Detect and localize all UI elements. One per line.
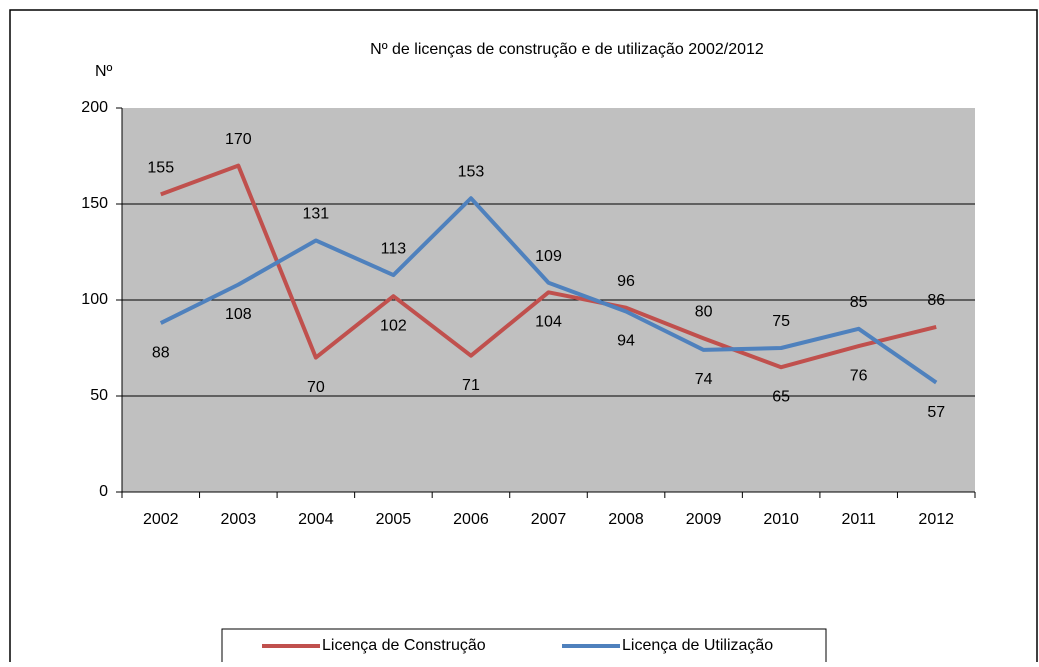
data-label: 104	[535, 314, 562, 331]
data-label: 85	[850, 294, 868, 311]
data-label: 74	[695, 371, 713, 388]
data-label: 109	[535, 248, 562, 265]
chart-title: Nº de licenças de construção e de utiliz…	[370, 41, 764, 58]
y-tick-label: 100	[81, 291, 108, 308]
data-label: 155	[147, 160, 174, 177]
y-tick-label: 0	[99, 483, 108, 500]
x-tick-label: 2011	[841, 511, 876, 528]
x-tick-label: 2004	[298, 511, 334, 528]
data-label: 96	[617, 273, 635, 290]
data-label: 153	[458, 163, 485, 180]
data-label: 113	[381, 240, 407, 257]
x-tick-label: 2010	[763, 511, 799, 528]
legend-label: Licença de Utilização	[622, 637, 773, 654]
data-label: 75	[772, 313, 790, 330]
data-label: 65	[772, 388, 790, 405]
data-label: 76	[850, 367, 868, 384]
data-label: 94	[617, 333, 635, 350]
y-tick-label: 200	[81, 99, 108, 116]
series-line	[159, 196, 938, 385]
x-tick-label: 2006	[453, 511, 489, 528]
x-tick-label: 2009	[686, 511, 722, 528]
data-label: 88	[152, 344, 170, 361]
data-label: 108	[225, 306, 252, 323]
data-label: 170	[225, 131, 252, 148]
y-tick-label: 50	[90, 387, 108, 404]
x-tick-label: 2012	[918, 511, 954, 528]
x-tick-label: 2005	[376, 511, 412, 528]
data-label: 57	[927, 404, 945, 421]
x-tick-label: 2003	[221, 511, 257, 528]
data-label: 71	[462, 377, 480, 394]
y-tick-label: 150	[81, 195, 108, 212]
data-label: 70	[307, 379, 325, 396]
data-label: 86	[927, 292, 945, 309]
data-label: 80	[695, 304, 713, 321]
x-tick-label: 2008	[608, 511, 644, 528]
x-tick-label: 2007	[531, 511, 567, 528]
legend-label: Licença de Construção	[322, 637, 486, 654]
data-label: 102	[380, 317, 407, 334]
series-line	[160, 163, 937, 370]
data-label: 131	[303, 206, 330, 223]
y-axis-label: Nº	[95, 63, 113, 80]
x-tick-label: 2002	[143, 511, 179, 528]
